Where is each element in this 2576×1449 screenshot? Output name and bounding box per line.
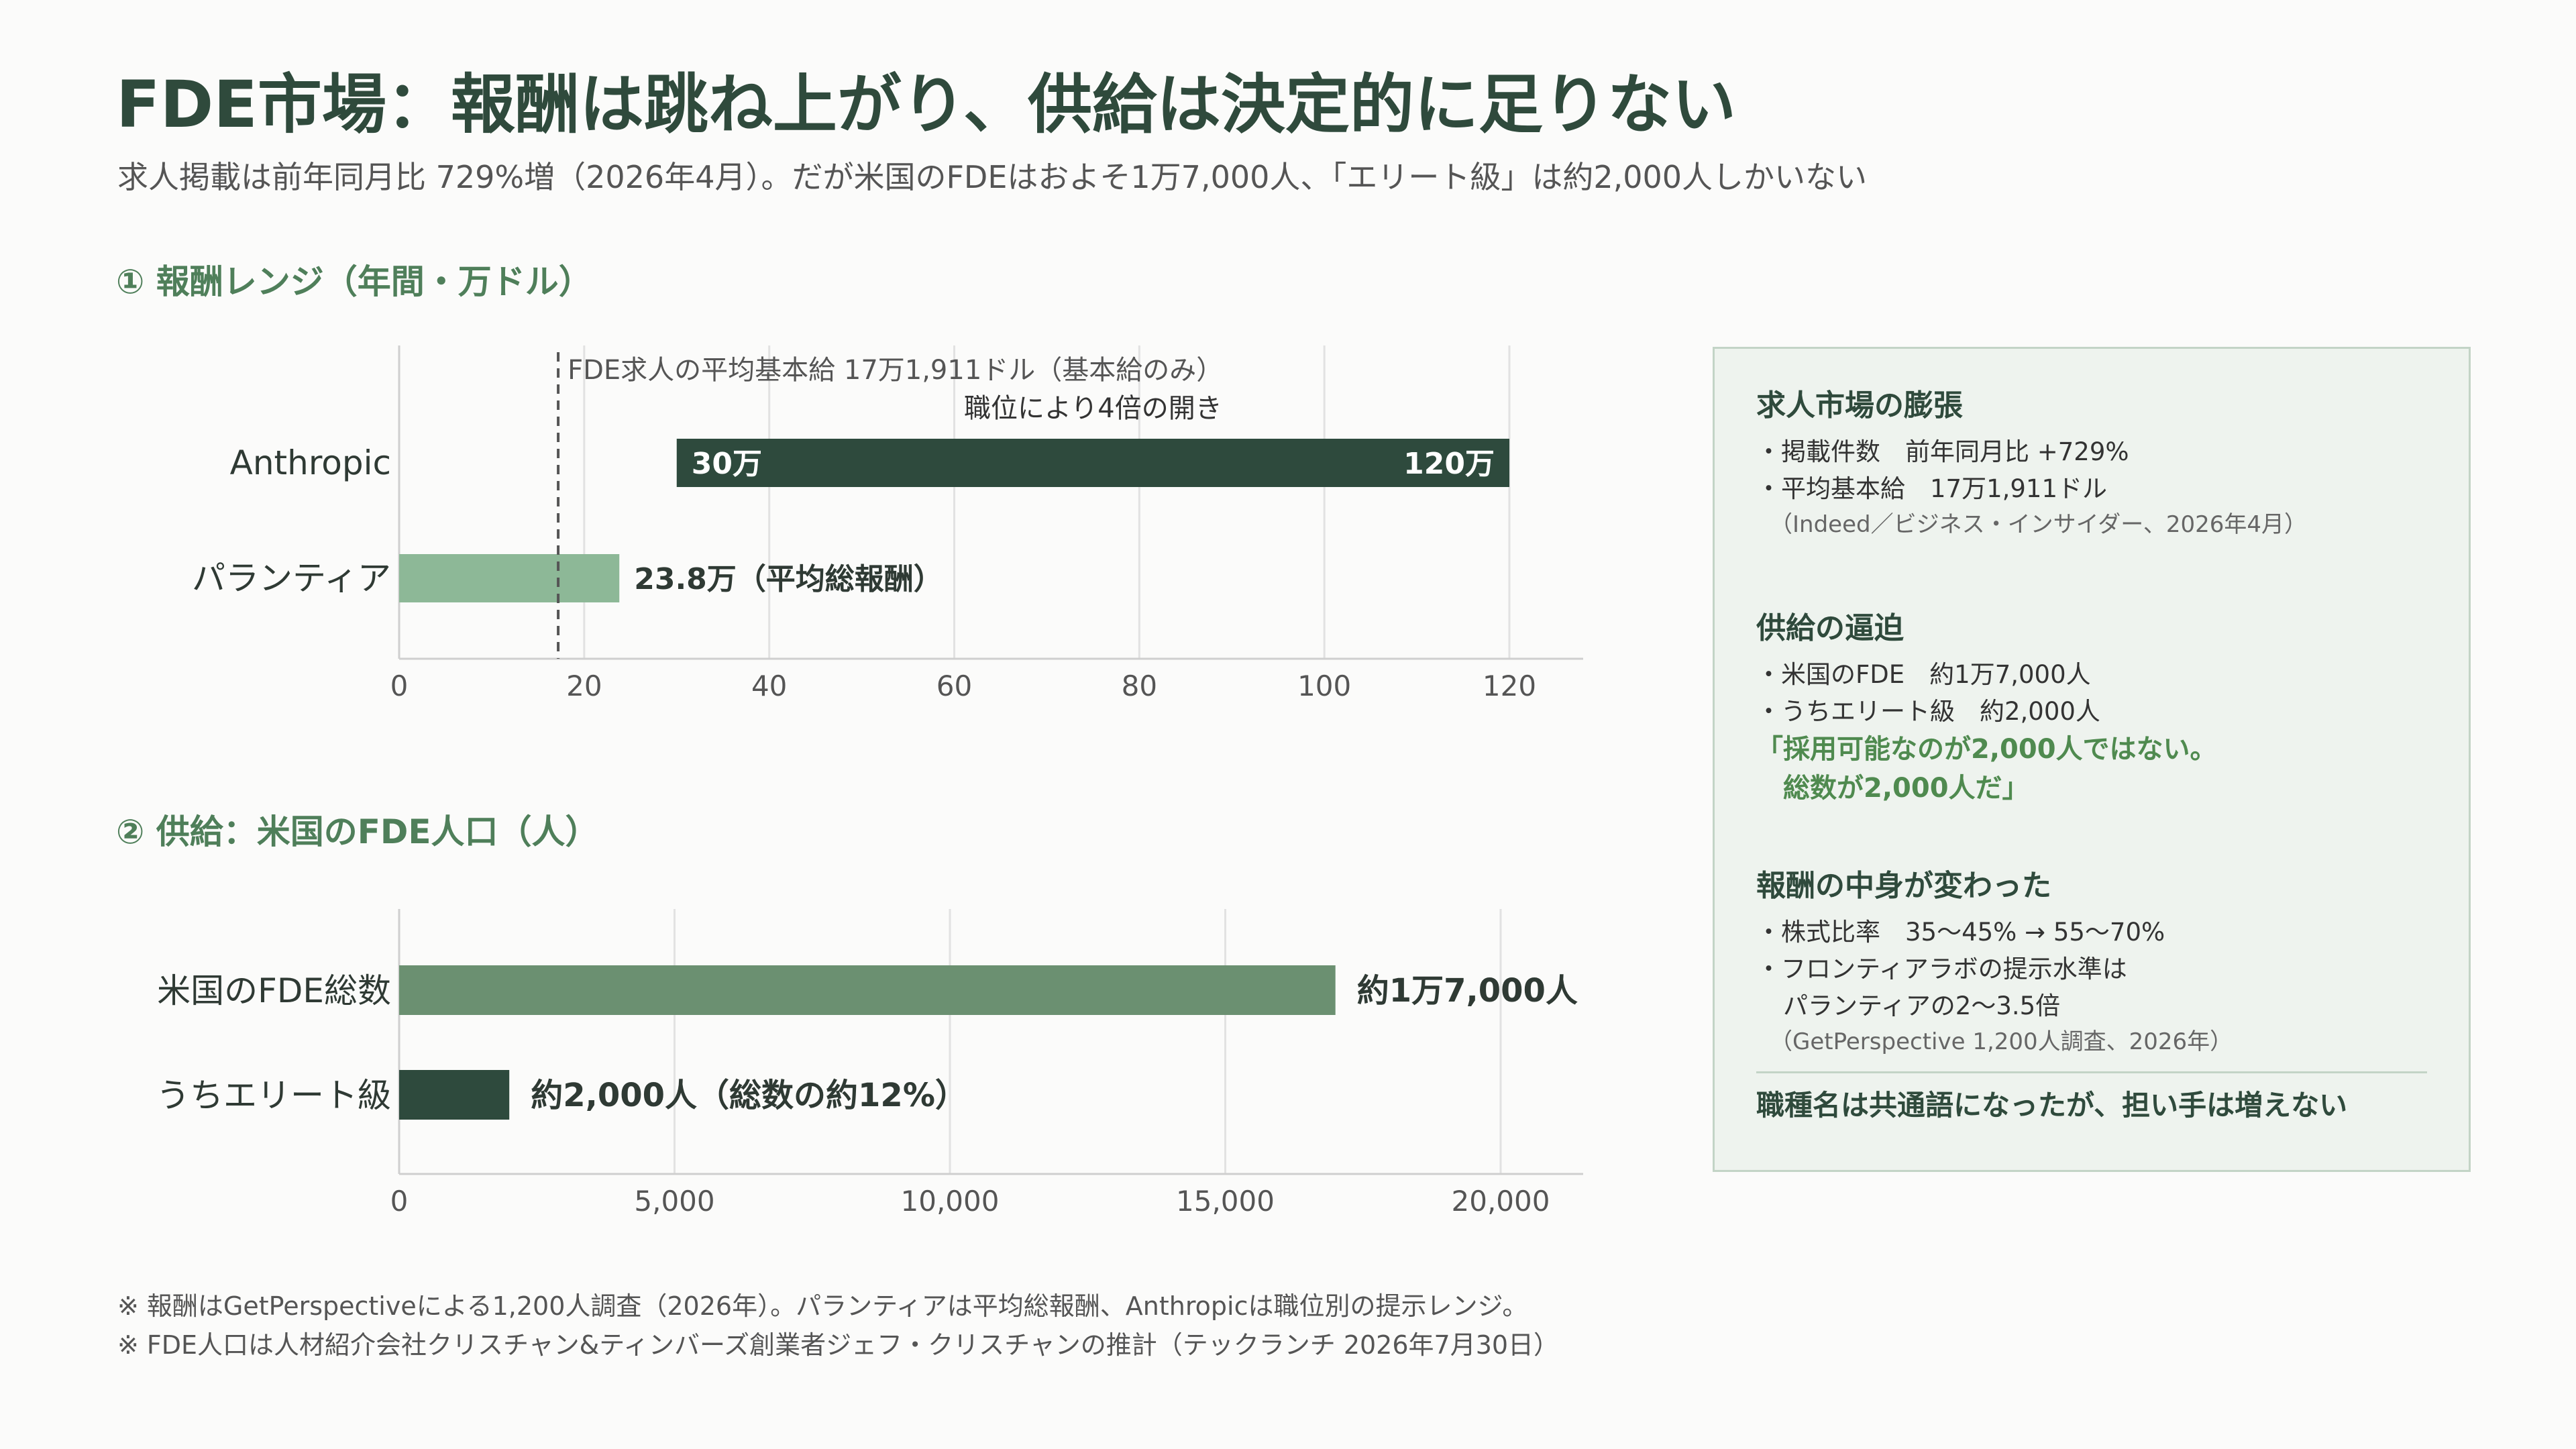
footnote: ※ FDE人口は人材紹介会社クリスチャン&ティンバーズ創業者ジェフ・クリスチャン… bbox=[117, 1330, 1560, 1360]
x-tick-label: 60 bbox=[936, 669, 972, 702]
bar-end-label: 120万 bbox=[1403, 447, 1495, 481]
compensation-change-source: （GetPerspective 1,200人調査、2026年） bbox=[1770, 1028, 2233, 1055]
bar-palantir bbox=[399, 554, 620, 602]
x-tick-label: 0 bbox=[390, 669, 409, 702]
panel-divider bbox=[1756, 1071, 2427, 1073]
bar-value-label: 23.8万（平均総報酬） bbox=[634, 562, 943, 596]
reference-line-label: FDE求人の平均基本給 17万1,911ドル（基本給のみ） bbox=[568, 355, 1223, 386]
x-tick-label: 5,000 bbox=[634, 1185, 714, 1218]
x-tick-label: 40 bbox=[751, 669, 787, 702]
page-title: FDE市場：報酬は跳ね上がり、供給は決定的に足りない bbox=[116, 67, 1737, 142]
bar-value-label: 約1万7,000人 bbox=[1357, 972, 1578, 1010]
bar-anthropic bbox=[676, 439, 1509, 487]
range-annotation: 職位により4倍の開き bbox=[964, 393, 1222, 424]
supply-quote: 「採用可能なのが2,000人ではない。 bbox=[1756, 734, 2217, 765]
supply-block-title: 供給の逼迫 bbox=[1756, 611, 1904, 645]
bar-value-label: 約2,000人（総数の約12%） bbox=[531, 1077, 967, 1114]
x-tick-label: 100 bbox=[1297, 669, 1351, 702]
x-tick-label: 80 bbox=[1122, 669, 1157, 702]
compensation-change-title: 報酬の中身が変わった bbox=[1756, 869, 2051, 903]
job-market-source: （Indeed／ビジネス・インサイダー、2026年4月） bbox=[1770, 511, 2308, 538]
job-market-item: ・平均基本給 17万1,911ドル bbox=[1756, 474, 2108, 503]
category-label: Anthropic bbox=[230, 443, 391, 482]
bar-start-label: 30万 bbox=[692, 447, 762, 481]
footnotes: ※ 報酬はGetPerspectiveによる1,200人調査（2026年）。パラ… bbox=[117, 1287, 1559, 1364]
compensation-chart: 0 20 40 60 80 100 120 30万 120万 23.8万（平均総報酬） Anthro… bbox=[192, 345, 1583, 702]
job-market-title: 求人市場の膨張 bbox=[1756, 388, 1963, 423]
compensation-section-title: ① 報酬レンジ（年間・万ドル） bbox=[116, 262, 592, 301]
supply-item: ・うちエリート級 約2,000人 bbox=[1756, 697, 2100, 726]
x-tick-label: 20 bbox=[566, 669, 602, 702]
page-subtitle: 求人掲載は前年同月比 729%増（2026年4月）。だが米国のFDEはおよそ1万… bbox=[117, 159, 1868, 195]
supply-section-title: ② 供給：米国のFDE人口（人） bbox=[116, 812, 599, 851]
compensation-change-item: ・フロンティアラボの提示水準は bbox=[1756, 955, 2127, 983]
supply-block: 供給の逼迫 ・米国のFDE 約1万7,000人 ・うちエリート級 約2,000人… bbox=[1756, 604, 2427, 808]
supply-quote-cont: 総数が2,000人だ」 bbox=[1783, 773, 2029, 804]
bar-fde-elite bbox=[399, 1070, 510, 1120]
category-label: うちエリート級 bbox=[156, 1076, 391, 1115]
category-label: 米国のFDE総数 bbox=[157, 971, 391, 1010]
category-label: パランティア bbox=[192, 559, 391, 598]
panel-conclusion: 職種名は共通語になったが、担い手は増えない bbox=[1756, 1089, 2348, 1122]
summary-panel: 求人市場の膨張 ・掲載件数 前年同月比 +729% ・平均基本給 17万1,91… bbox=[1713, 347, 2471, 1172]
bar-fde-total bbox=[399, 965, 1336, 1015]
x-tick-label: 15,000 bbox=[1176, 1185, 1275, 1218]
x-tick-label: 120 bbox=[1483, 669, 1536, 702]
job-market-item: ・掲載件数 前年同月比 +729% bbox=[1756, 437, 2129, 466]
supply-item: ・米国のFDE 約1万7,000人 bbox=[1756, 660, 2091, 689]
supply-chart: 0 5,000 10,000 15,000 20,000 約1万7,000人 米国のFDE総… bbox=[156, 909, 1583, 1218]
x-tick-label: 0 bbox=[390, 1185, 409, 1218]
x-tick-label: 10,000 bbox=[901, 1185, 1000, 1218]
job-market-block: 求人市場の膨張 ・掲載件数 前年同月比 +729% ・平均基本給 17万1,91… bbox=[1756, 381, 2427, 542]
x-tick-label: 20,000 bbox=[1452, 1185, 1550, 1218]
compensation-change-block: 報酬の中身が変わった ・株式比率 35〜45% → 55〜70% ・フロンティア… bbox=[1756, 861, 2427, 1059]
footnote: ※ 報酬はGetPerspectiveによる1,200人調査（2026年）。パラ… bbox=[117, 1291, 1528, 1321]
compensation-change-item-cont: パランティアの2〜3.5倍 bbox=[1783, 991, 2061, 1020]
compensation-change-item: ・株式比率 35〜45% → 55〜70% bbox=[1756, 918, 2165, 947]
